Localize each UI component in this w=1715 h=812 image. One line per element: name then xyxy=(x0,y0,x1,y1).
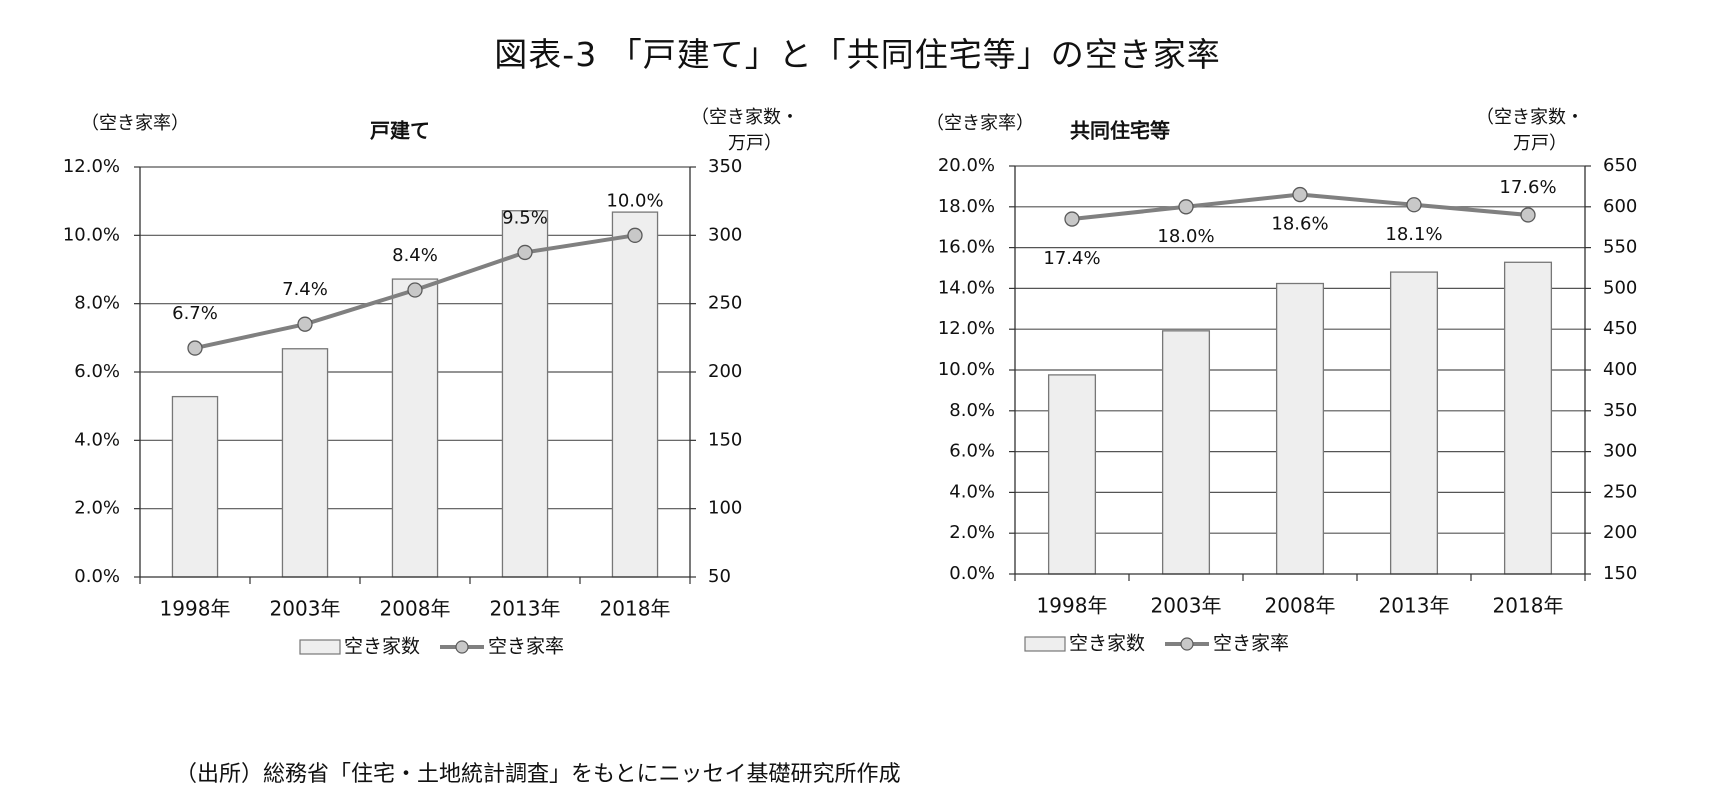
chart-apartments: 共同住宅等 （空き家率） （空き家数・万戸） 0.0% 150 2.0% 200 4.0% 25… xyxy=(926,107,1637,655)
legend-line-marker xyxy=(1180,637,1194,651)
y-right-tick-label: 450 xyxy=(1603,318,1637,339)
y-left-tick-label: 0.0% xyxy=(74,566,120,587)
y-left-tick-label: 0.0% xyxy=(949,563,995,584)
x-tick-label: 2018年 xyxy=(1493,594,1564,618)
y-right-axis-title: （空き家数・ xyxy=(1476,107,1584,128)
line-point-0 xyxy=(1064,211,1080,227)
x-tick-label: 2018年 xyxy=(600,597,671,621)
y-right-tick-label: 250 xyxy=(1603,481,1637,502)
bar-3 xyxy=(501,210,549,578)
data-label: 8.4% xyxy=(392,245,438,266)
y-right-tick-label: 400 xyxy=(1603,359,1637,380)
data-label: 17.4% xyxy=(1043,248,1100,269)
y-left-tick-label: 4.0% xyxy=(74,429,120,450)
data-label: 18.0% xyxy=(1157,226,1214,247)
line-point-2 xyxy=(407,282,423,298)
x-tick-label: 2013年 xyxy=(1379,594,1450,618)
y-right-tick-label: 300 xyxy=(1603,441,1637,462)
x-tick-label: 1998年 xyxy=(1037,594,1108,618)
y-left-tick-label: 2.0% xyxy=(949,522,995,543)
y-left-tick-label: 4.0% xyxy=(949,481,995,502)
y-left-tick-label: 14.0% xyxy=(938,277,995,298)
y-right-tick-label: 150 xyxy=(1603,563,1637,584)
y-right-tick-label: 600 xyxy=(1603,196,1637,217)
y-right-tick-label: 150 xyxy=(708,429,742,450)
x-tick-label: 2003年 xyxy=(1151,594,1222,618)
x-tick-label: 2003年 xyxy=(270,597,341,621)
y-left-tick-label: 6.0% xyxy=(949,441,995,462)
y-right-axis-title: （空き家数・ xyxy=(691,107,799,128)
y-left-axis-title: （空き家率） xyxy=(926,113,1034,134)
y-left-tick-label: 12.0% xyxy=(938,318,995,339)
y-right-tick-label: 350 xyxy=(1603,400,1637,421)
bar-4 xyxy=(1503,261,1553,575)
legend-bar-swatch xyxy=(1024,636,1066,652)
y-right-tick-label: 350 xyxy=(708,156,742,177)
y-left-tick-label: 18.0% xyxy=(938,196,995,217)
chart-title: 共同住宅等 xyxy=(1070,119,1170,143)
chart-title: 戸建て xyxy=(370,119,430,143)
y-left-tick-label: 8.0% xyxy=(949,400,995,421)
y-left-tick-label: 2.0% xyxy=(74,498,120,519)
y-right-tick-label: 650 xyxy=(1603,155,1637,176)
line-point-1 xyxy=(1178,199,1194,215)
y-left-tick-label: 8.0% xyxy=(74,293,120,314)
data-label: 9.5% xyxy=(502,207,548,228)
data-label: 17.6% xyxy=(1499,177,1556,198)
legend-label: 空き家率 xyxy=(1213,633,1289,655)
legend-line-marker xyxy=(455,640,469,654)
y-left-axis-title: （空き家率） xyxy=(81,113,189,134)
y-right-tick-label: 200 xyxy=(1603,522,1637,543)
bar-0 xyxy=(171,395,219,578)
data-label: 10.0% xyxy=(606,190,663,211)
data-label: 6.7% xyxy=(172,303,218,324)
line-point-2 xyxy=(1292,186,1308,203)
y-right-tick-label: 200 xyxy=(708,361,742,382)
page-title: 図表-3 「戸建て」と「共同住宅等」の空き家率 xyxy=(494,35,1221,74)
x-tick-label: 2008年 xyxy=(1265,594,1336,618)
line-point-4 xyxy=(627,227,643,243)
y-left-tick-label: 12.0% xyxy=(63,156,120,177)
bar-4 xyxy=(611,211,659,578)
y-left-tick-label: 10.0% xyxy=(938,359,995,380)
line-point-4 xyxy=(1520,207,1536,223)
y-left-tick-label: 10.0% xyxy=(63,224,120,245)
y-right-tick-label: 100 xyxy=(708,498,742,519)
bar-3 xyxy=(1389,271,1439,575)
data-label: 18.1% xyxy=(1385,224,1442,245)
y-right-tick-label: 550 xyxy=(1603,237,1637,258)
legend-label: 空き家率 xyxy=(488,636,564,658)
line-point-3 xyxy=(517,244,533,261)
source-note: （出所）総務省「住宅・土地統計調査」をもとにニッセイ基礎研究所作成 xyxy=(175,762,901,787)
y-right-tick-label: 50 xyxy=(708,566,731,587)
y-right-tick-label: 500 xyxy=(1603,277,1637,298)
data-label: 18.6% xyxy=(1271,214,1328,235)
x-tick-label: 2008年 xyxy=(380,597,451,621)
y-right-axis-title: 万戸） xyxy=(728,133,782,154)
bar-1 xyxy=(281,348,329,578)
y-right-axis-title: 万戸） xyxy=(1513,133,1567,154)
data-label: 7.4% xyxy=(282,279,328,300)
legend-bar-swatch xyxy=(299,639,341,655)
chart-detached-houses: 戸建て （空き家率） （空き家数・万戸） 0.0% 50 2.0% 100 4.0% 150 6.… xyxy=(63,107,799,658)
bar-0 xyxy=(1047,374,1097,575)
line-point-1 xyxy=(297,316,313,332)
y-left-tick-label: 16.0% xyxy=(938,237,995,258)
line-point-3 xyxy=(1406,197,1422,213)
bar-2 xyxy=(391,278,439,578)
y-left-tick-label: 6.0% xyxy=(74,361,120,382)
legend-label: 空き家数 xyxy=(1069,633,1145,655)
legend-label: 空き家数 xyxy=(344,636,420,658)
bar-2 xyxy=(1275,282,1325,575)
bar-1 xyxy=(1161,330,1211,575)
x-tick-label: 1998年 xyxy=(160,597,231,621)
y-left-tick-label: 20.0% xyxy=(938,155,995,176)
y-right-tick-label: 250 xyxy=(708,293,742,314)
line-point-0 xyxy=(187,340,203,356)
x-tick-label: 2013年 xyxy=(490,597,561,621)
y-right-tick-label: 300 xyxy=(708,224,742,245)
